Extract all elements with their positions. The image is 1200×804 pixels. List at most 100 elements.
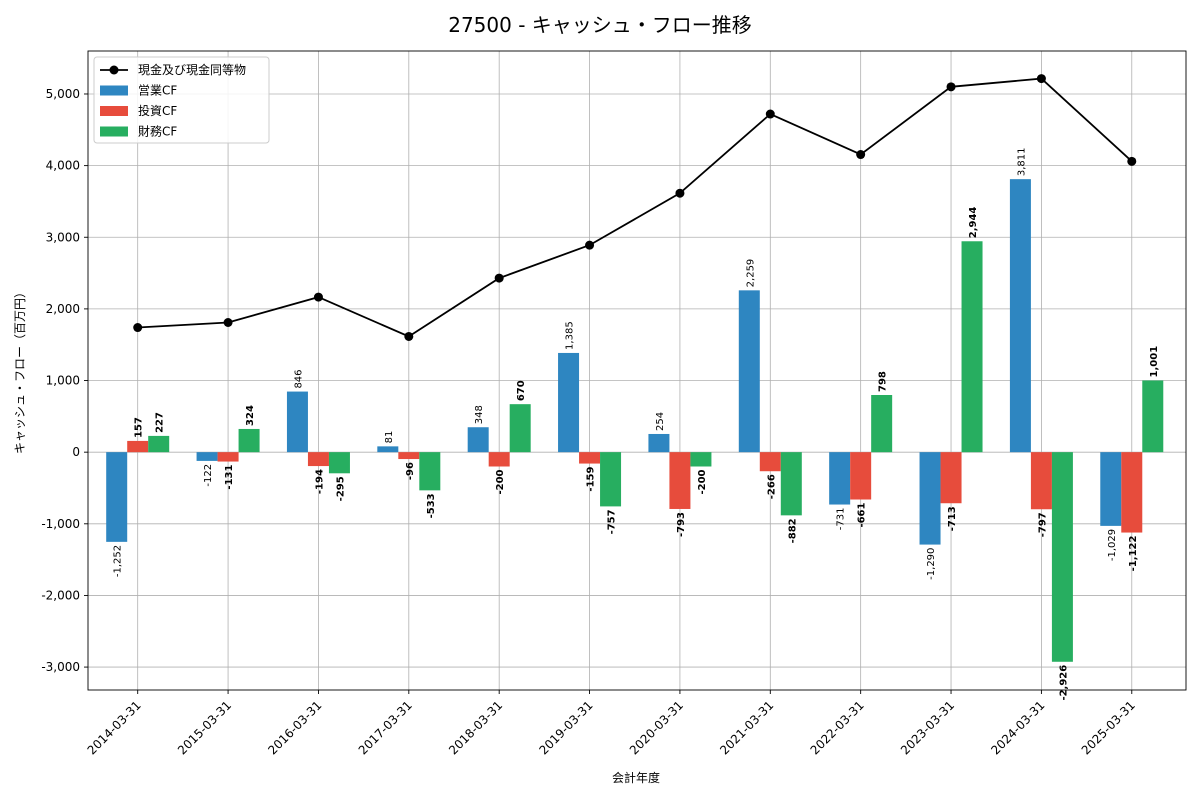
bar [600,452,622,507]
bar-value-label: -266 [766,474,777,499]
cash-point [133,323,143,333]
legend-entry: 現金及び現金同等物 [138,62,246,77]
bar-value-label: 3,811 [1016,148,1027,177]
bar-value-label: 2,259 [745,259,756,288]
bar [106,452,128,542]
bar-value-label: 227 [155,412,166,433]
x-tick-label: 2014-03-31 [85,698,144,757]
bar-value-label: -131 [224,465,235,490]
bar [871,394,893,453]
cash-point [223,318,233,328]
cash-point [1127,156,1137,166]
bar [940,452,962,504]
legend-swatch [100,106,128,116]
bar [148,435,170,453]
bar-value-label: 324 [245,405,256,426]
bar [488,452,510,467]
y-tick-label: 1,000 [46,374,80,388]
cash-point [946,82,956,92]
bar [328,452,350,474]
legend-box [93,56,270,144]
bar [829,452,851,505]
bar-value-label: -96 [405,462,416,480]
legend-marker [109,65,119,75]
bar [1100,452,1122,526]
cash-point [765,109,775,119]
x-tick-label: 2015-03-31 [175,698,234,757]
bar [690,452,712,467]
bar-value-label: -200 [697,469,708,494]
cash-point [313,292,323,302]
bar [558,352,580,453]
legend-swatch [100,126,128,137]
bar-value-label: -797 [1037,512,1048,537]
legend-entry: 投資CF [138,103,177,118]
bar [579,452,601,464]
bar-value-label: 254 [655,412,666,431]
bar-value-label: 1,385 [565,321,576,350]
bar-labels-layer: -1,252 -122 846 81 348 1,385 254 2,259 -731 -1,29… [113,148,1160,701]
bar [217,452,239,462]
bar [127,440,149,453]
bar-value-label: -793 [676,512,687,537]
bar-value-label: 81 [384,431,395,444]
bar [509,404,531,453]
bar-value-label: -159 [586,467,597,492]
cash-point [856,150,866,160]
bar-value-label: -2,926 [1058,665,1069,701]
bar-value-label: 348 [474,405,485,424]
legend-entry: 財務CF [138,124,177,139]
cash-point [1036,74,1046,84]
bar [738,290,760,453]
cash-point [494,273,504,283]
cash-point [585,240,595,250]
bar [1030,452,1052,510]
bar [1009,179,1031,453]
cash-line-layer [133,74,1137,341]
bar [419,452,441,491]
bar-value-label: -757 [607,509,618,534]
bar [238,428,260,453]
cash-line [137,77,1133,338]
legend-swatch [100,85,128,96]
bar [377,446,399,453]
bar [669,452,691,509]
bar [467,427,489,453]
bar-value-label: 798 [878,371,889,392]
bar-value-label: -1,252 [113,545,124,577]
x-axis-label: 会計年度 [612,770,660,785]
x-tick-label: 2016-03-31 [265,698,324,757]
chart-title: 27500 - キャッシュ・フロー推移 [448,13,752,37]
bar [919,452,941,545]
bar-value-label: -882 [787,518,798,543]
x-tick-label: 2023-03-31 [898,698,957,757]
x-tick-label: 2021-03-31 [717,698,776,757]
bars-layer [106,179,1164,662]
bar [850,452,872,500]
bar-value-label: 670 [516,380,527,401]
bar [1051,452,1073,662]
legend-entry: 営業CF [138,84,177,98]
x-tick-label: 2025-03-31 [1079,698,1138,757]
y-tick-label: 5,000 [46,87,80,101]
x-tick-label: 2022-03-31 [808,698,867,757]
bar-value-label: -713 [947,506,958,531]
y-tick-label: 4,000 [46,159,80,173]
bar [307,452,329,467]
x-tick-label: 2017-03-31 [356,698,415,757]
bar [398,452,420,460]
bar [759,452,781,472]
bar-value-label: -661 [857,502,868,527]
y-tick-label: 0 [72,445,80,459]
y-axis-label: キャッシュ・フロー（百万円） [13,286,27,454]
bar-value-label: -295 [335,476,346,501]
bar-value-label: -731 [836,508,847,531]
x-tick-label: 2024-03-31 [988,698,1047,757]
bar-value-label: 2,944 [968,207,979,239]
x-tick-label: 2018-03-31 [446,698,505,757]
y-tick-label: 2,000 [46,302,80,316]
bar-value-label: -1,290 [926,548,937,580]
